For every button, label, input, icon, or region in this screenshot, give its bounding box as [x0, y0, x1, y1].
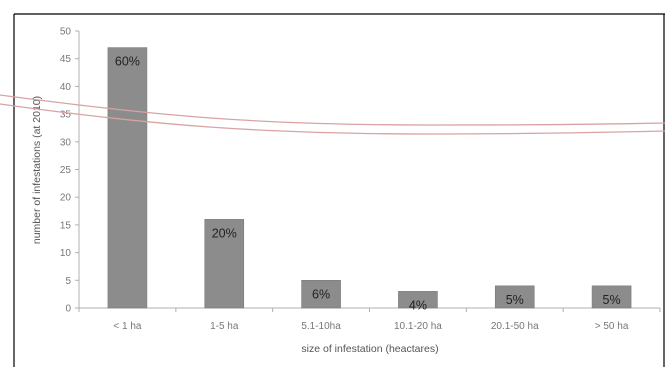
y-tick-label: 20 [60, 193, 72, 204]
x-tick-label-3: 10.1-20 ha [394, 321, 442, 332]
y-tick-label: 40 [60, 82, 72, 93]
y-tick-label: 0 [65, 304, 71, 315]
data-label-1: 20% [212, 226, 237, 240]
data-label-5: 5% [603, 293, 621, 307]
y-tick-label: 15 [60, 220, 72, 231]
overlay-curve-lower [0, 104, 665, 134]
x-tick-label-4: 20.1-50 ha [491, 321, 539, 332]
data-label-2: 6% [312, 287, 330, 301]
y-tick-label: 5 [65, 276, 71, 287]
y-tick-labels: 0 5 10 15 20 25 30 35 40 45 50 [60, 27, 72, 315]
x-tick-label-1: 1-5 ha [210, 321, 239, 332]
y-tick-label: 10 [60, 248, 72, 259]
x-tick-label-0: < 1 ha [113, 321, 142, 332]
y-tick-label: 50 [60, 27, 72, 38]
x-axis-title: size of infestation (heactares) [301, 343, 438, 355]
x-tick-label-5: > 50 ha [595, 321, 629, 332]
y-tick-label: 45 [60, 54, 72, 65]
overlay-curve-upper [0, 95, 665, 125]
x-tick-label-2: 5.1-10ha [301, 321, 341, 332]
data-label-3: 4% [409, 298, 427, 312]
data-label-4: 5% [506, 293, 524, 307]
y-axis-title: number of infestations (at 2010) [31, 96, 43, 244]
data-labels: 60% 20% 6% 4% 5% 5% [115, 55, 621, 313]
data-label-0: 60% [115, 55, 140, 69]
axes [75, 31, 660, 312]
bar-0 [108, 48, 147, 308]
y-tick-label: 35 [60, 110, 72, 121]
x-tick-labels: < 1 ha 1-5 ha 5.1-10ha 10.1-20 ha 20.1-50 ha… [113, 321, 628, 332]
y-tick-label: 30 [60, 137, 72, 148]
bars [108, 48, 631, 308]
y-tick-label: 25 [60, 165, 72, 176]
